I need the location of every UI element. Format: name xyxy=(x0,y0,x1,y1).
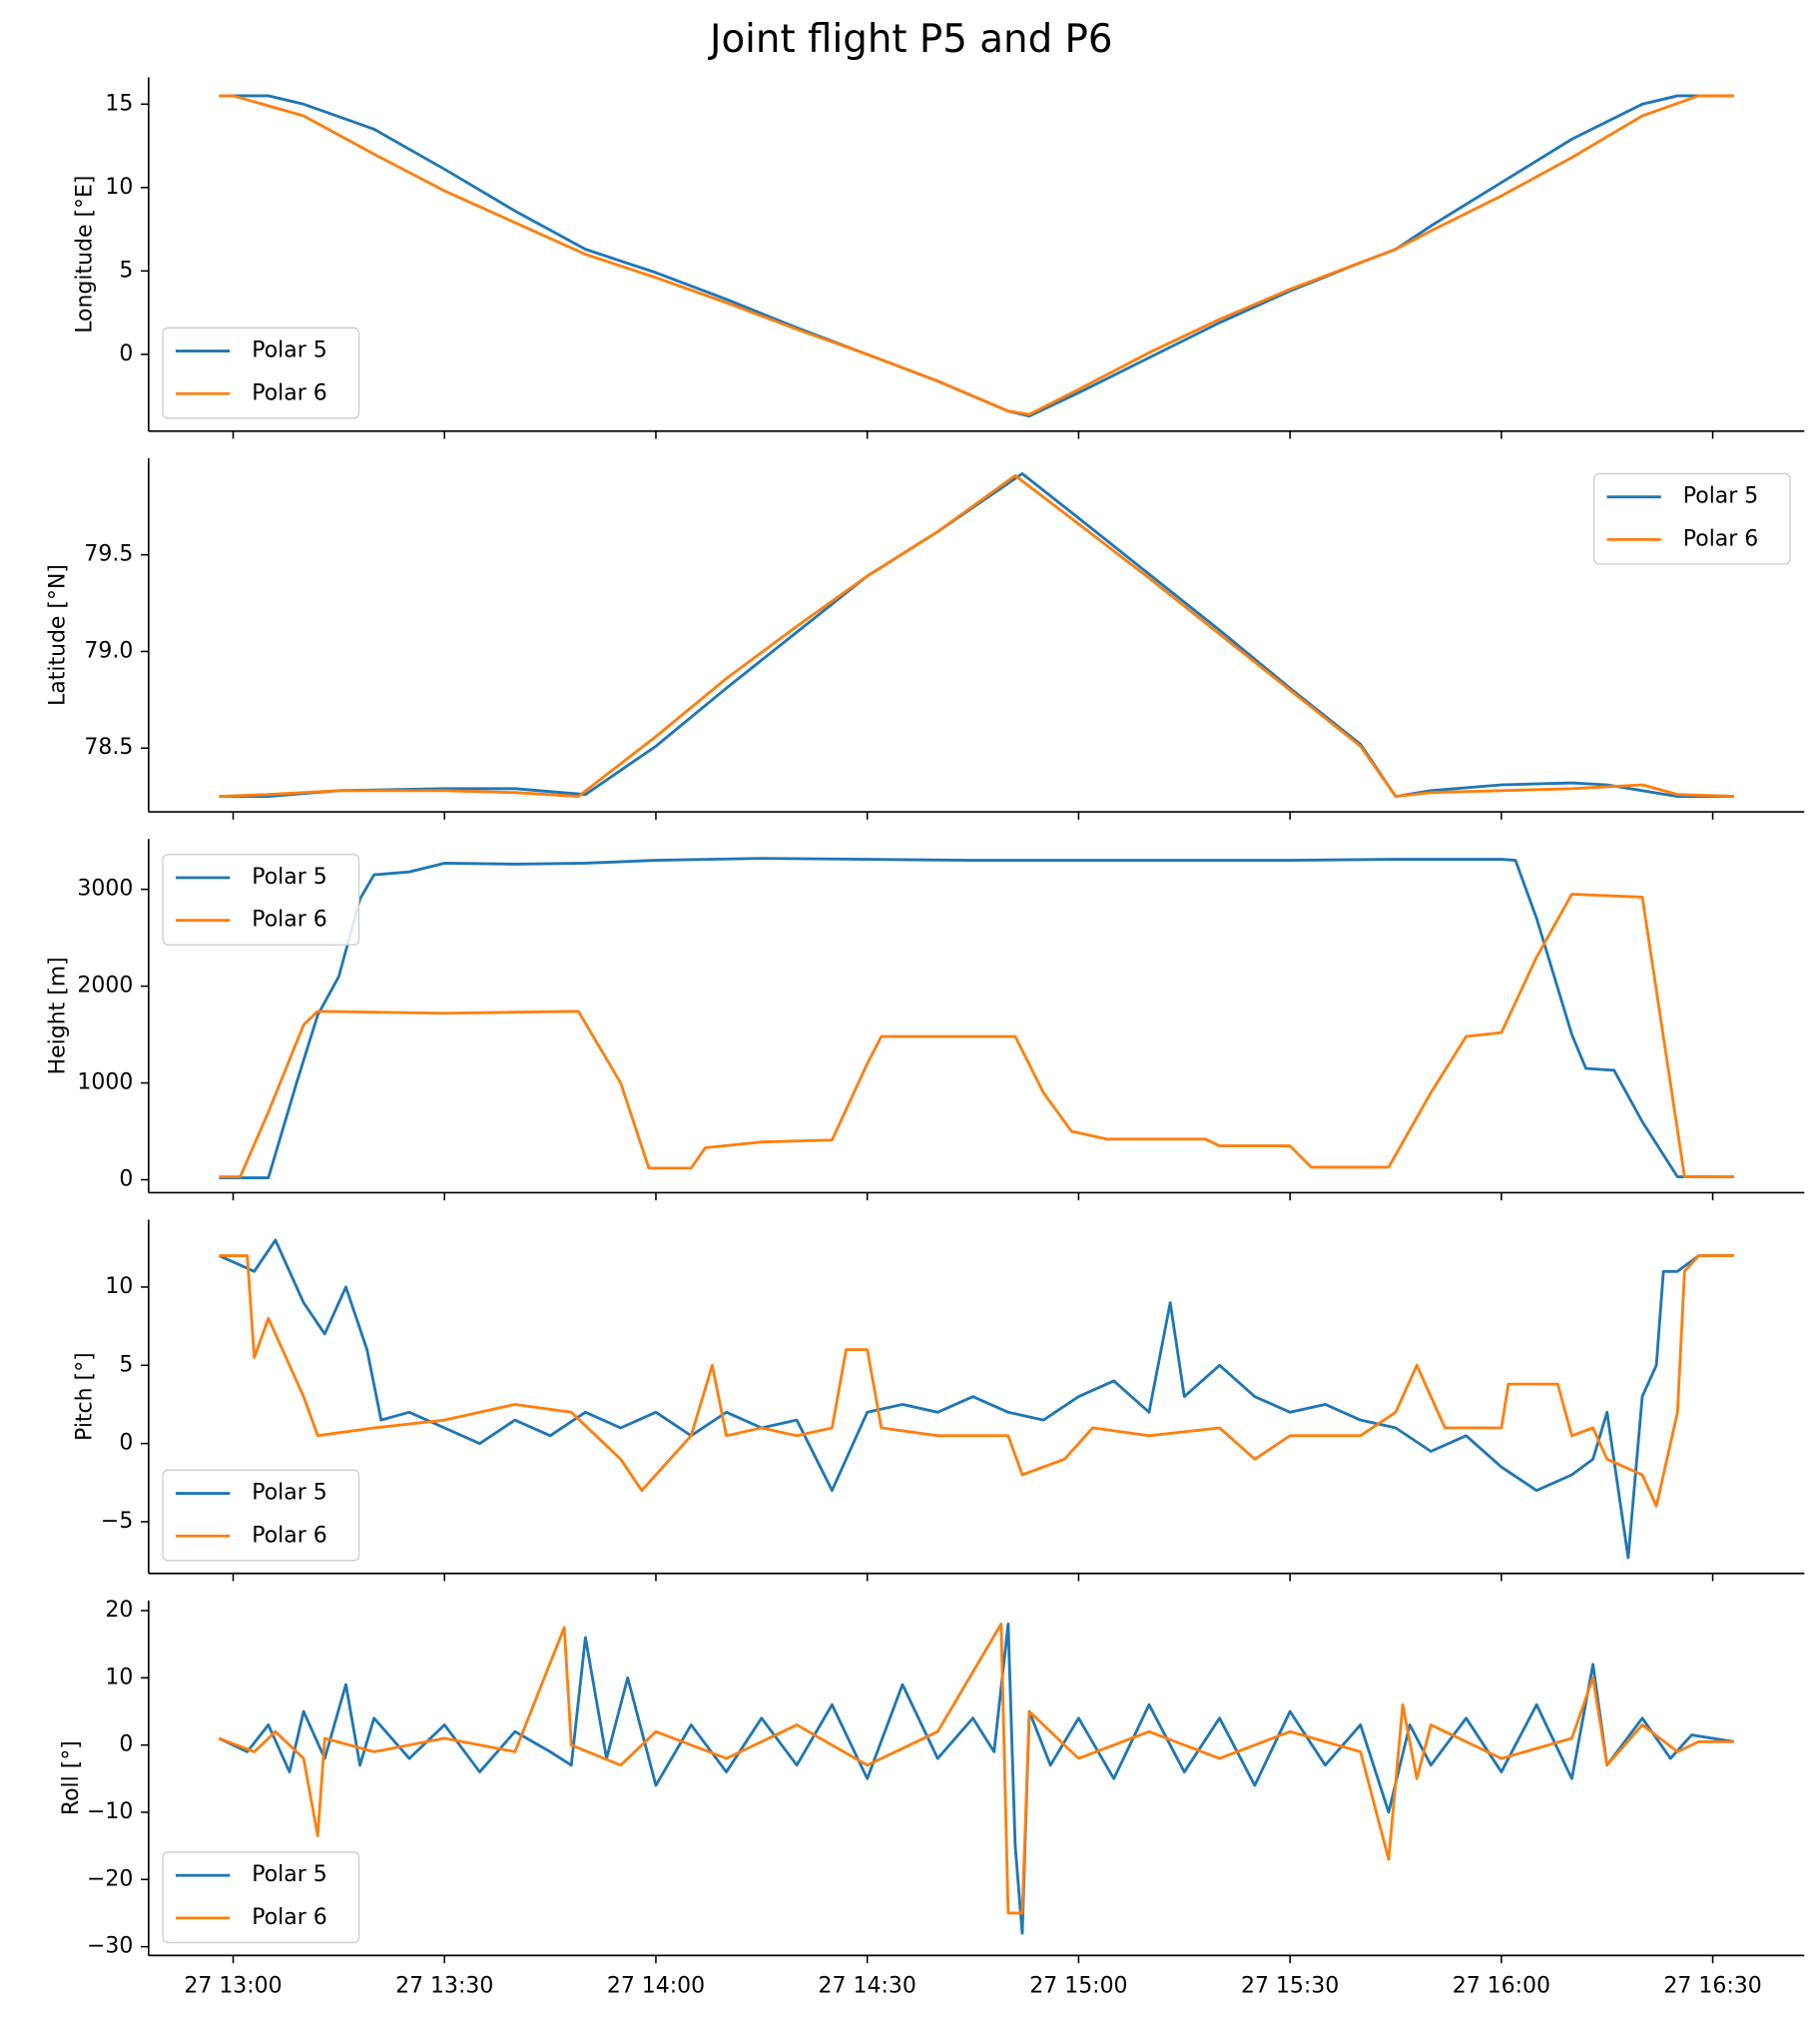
x-tick-label: 27 15:30 xyxy=(1241,1973,1339,1998)
legend-label: Polar 6 xyxy=(252,908,326,933)
legend-label: Polar 6 xyxy=(252,380,326,405)
legend-label: Polar 6 xyxy=(252,1905,326,1930)
x-tick-label: 27 16:00 xyxy=(1453,1973,1550,1998)
series-line xyxy=(219,857,1734,1179)
series-line xyxy=(218,1623,1734,1915)
y-tick-label: −20 xyxy=(87,1866,133,1891)
y-tick-label: 5 xyxy=(119,1352,133,1377)
series-line xyxy=(219,471,1734,799)
x-tick-label: 27 13:30 xyxy=(395,1973,493,1998)
series-line xyxy=(218,1238,1734,1560)
legend-label: Polar 5 xyxy=(1683,484,1758,509)
x-tick-label: 27 14:30 xyxy=(819,1973,916,1998)
x-tick-label: 27 13:00 xyxy=(184,1973,282,1998)
legend-label: Polar 5 xyxy=(252,865,326,890)
y-tick-label: 78.5 xyxy=(84,735,133,760)
y-tick-label: 0 xyxy=(119,341,133,366)
y-axis-label: Latitude [°N] xyxy=(45,564,70,706)
y-tick-label: −5 xyxy=(101,1509,133,1534)
y-tick-label: 10 xyxy=(105,1274,133,1299)
y-tick-label: 0 xyxy=(119,1732,133,1757)
legend-label: Polar 5 xyxy=(252,338,326,363)
legend-label: Polar 6 xyxy=(252,1523,326,1548)
legend-label: Polar 5 xyxy=(252,1862,326,1887)
x-tick-label: 27 15:00 xyxy=(1029,1973,1127,1998)
y-axis-label: Height [m] xyxy=(45,957,70,1074)
x-tick-label: 27 14:00 xyxy=(607,1973,705,1998)
y-tick-label: 5 xyxy=(119,258,133,283)
y-tick-label: 15 xyxy=(105,91,133,116)
series-line xyxy=(218,1623,1734,1935)
y-tick-label: 2000 xyxy=(77,974,133,999)
series-line xyxy=(219,94,1734,416)
y-tick-label: 0 xyxy=(119,1431,133,1456)
y-axis-label: Roll [°] xyxy=(59,1740,84,1815)
x-tick-label: 27 16:30 xyxy=(1663,1973,1761,1998)
y-tick-label: 1000 xyxy=(77,1070,133,1095)
series-line xyxy=(219,893,1734,1179)
series-line xyxy=(219,1254,1734,1508)
y-tick-label: 10 xyxy=(105,175,133,200)
y-tick-label: 3000 xyxy=(77,877,133,902)
series-line xyxy=(219,473,1734,799)
y-tick-label: 79.0 xyxy=(84,638,133,663)
y-tick-label: −30 xyxy=(87,1934,133,1959)
y-tick-label: 20 xyxy=(105,1598,133,1623)
legend-label: Polar 5 xyxy=(252,1481,326,1506)
y-tick-label: 0 xyxy=(119,1167,133,1192)
y-tick-label: 10 xyxy=(105,1665,133,1689)
legend-label: Polar 6 xyxy=(1683,526,1758,551)
y-axis-label: Longitude [°E] xyxy=(72,176,97,334)
y-axis-label: Pitch [°] xyxy=(72,1352,97,1441)
y-tick-label: −10 xyxy=(87,1799,133,1824)
y-tick-label: 79.5 xyxy=(84,542,133,567)
figure-title: Joint flight P5 and P6 xyxy=(708,17,1113,62)
